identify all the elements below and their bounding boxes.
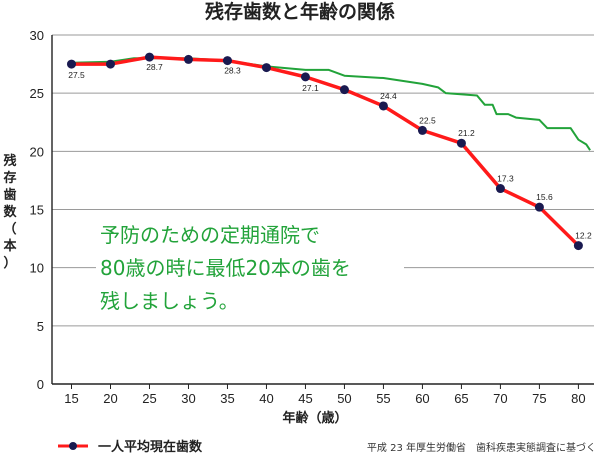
data-label: 12.2 [575, 231, 592, 241]
legend-marker [69, 442, 77, 450]
data-point [105, 59, 115, 69]
source-note: 平成 23 年厚生労働省 歯科疾患実態調査に基づく [367, 441, 596, 454]
x-tick-label: 75 [532, 391, 546, 406]
y-axis-label-char: 歯 [3, 187, 16, 203]
data-point [495, 184, 505, 194]
x-axis-ticks: 15 20 25 30 35 40 45 50 55 60 65 70 75 80 [64, 384, 586, 406]
annotation-line-1: 予防のための定期通院で [100, 223, 320, 247]
data-point [339, 85, 349, 95]
x-tick-label: 60 [415, 391, 429, 406]
annotation-line-2: 80歳の時に最低20本の歯を [100, 256, 351, 280]
data-label: 28.3 [224, 66, 241, 76]
y-axis-label-char: （ [3, 221, 16, 237]
x-tick-label: 65 [454, 391, 468, 406]
y-tick-label: 5 [37, 319, 44, 334]
data-label: 22.5 [419, 115, 436, 125]
y-tick-label: 0 [37, 377, 44, 392]
x-tick-label: 25 [142, 391, 156, 406]
grid [51, 34, 594, 385]
data-label: 28.7 [146, 62, 163, 72]
y-axis-ticks: 0 5 10 15 20 25 30 [30, 28, 44, 392]
x-tick-label: 15 [64, 391, 78, 406]
x-axis-label: 年齢（歳） [282, 410, 347, 426]
y-tick-label: 25 [30, 86, 44, 101]
legend-label: 一人平均現在歯数 [98, 439, 203, 455]
data-point [573, 241, 583, 251]
red-series-line [71, 55, 580, 247]
x-tick-label: 80 [571, 391, 585, 406]
data-point [378, 101, 388, 111]
y-axis-label: 残存歯数（本） [3, 153, 17, 271]
data-point [534, 202, 544, 212]
data-point [222, 56, 232, 66]
data-label: 27.1 [302, 83, 319, 93]
x-tick-label: 40 [259, 391, 273, 406]
data-label: 24.4 [380, 91, 397, 101]
data-label: 17.3 [497, 174, 514, 184]
x-tick-label: 50 [337, 391, 351, 406]
y-axis-label-char: 存 [3, 170, 16, 186]
data-point [417, 125, 427, 135]
x-tick-label: 45 [298, 391, 312, 406]
y-axis-label-char: 数 [3, 204, 17, 220]
data-point [261, 63, 271, 73]
x-tick-label: 35 [220, 391, 234, 406]
legend: 一人平均現在歯数 [58, 439, 203, 455]
data-point [66, 59, 76, 69]
x-tick-label: 70 [493, 391, 507, 406]
data-label: 15.6 [536, 192, 553, 202]
x-tick-label: 55 [376, 391, 390, 406]
x-tick-label: 30 [181, 391, 195, 406]
annotation-background [96, 215, 404, 315]
y-tick-label: 20 [30, 144, 44, 159]
data-point [183, 54, 193, 64]
y-axis-label-char: 本 [3, 238, 16, 254]
annotation: 予防のための定期通院で 80歳の時に最低20本の歯を 残しましょう。 [96, 215, 404, 315]
series-layer: 27.5 28.7 28.3 27.1 24.4 22.5 21.2 17.3 15.6 12.2 [66, 52, 592, 251]
data-point [144, 52, 154, 62]
x-tick-label: 20 [103, 391, 117, 406]
data-point [300, 72, 310, 82]
y-axis-label-char: 残 [3, 153, 16, 169]
y-tick-label: 10 [30, 261, 44, 276]
data-label: 27.5 [68, 70, 85, 80]
y-tick-label: 30 [30, 28, 44, 43]
annotation-line-3: 残しましょう。 [100, 289, 239, 313]
data-label: 21.2 [458, 128, 475, 138]
y-axis-label-char: ） [3, 255, 16, 271]
y-tick-label: 15 [30, 203, 44, 218]
data-point [456, 138, 466, 148]
chart-title: 残存歯数と年齢の関係 [205, 0, 395, 23]
